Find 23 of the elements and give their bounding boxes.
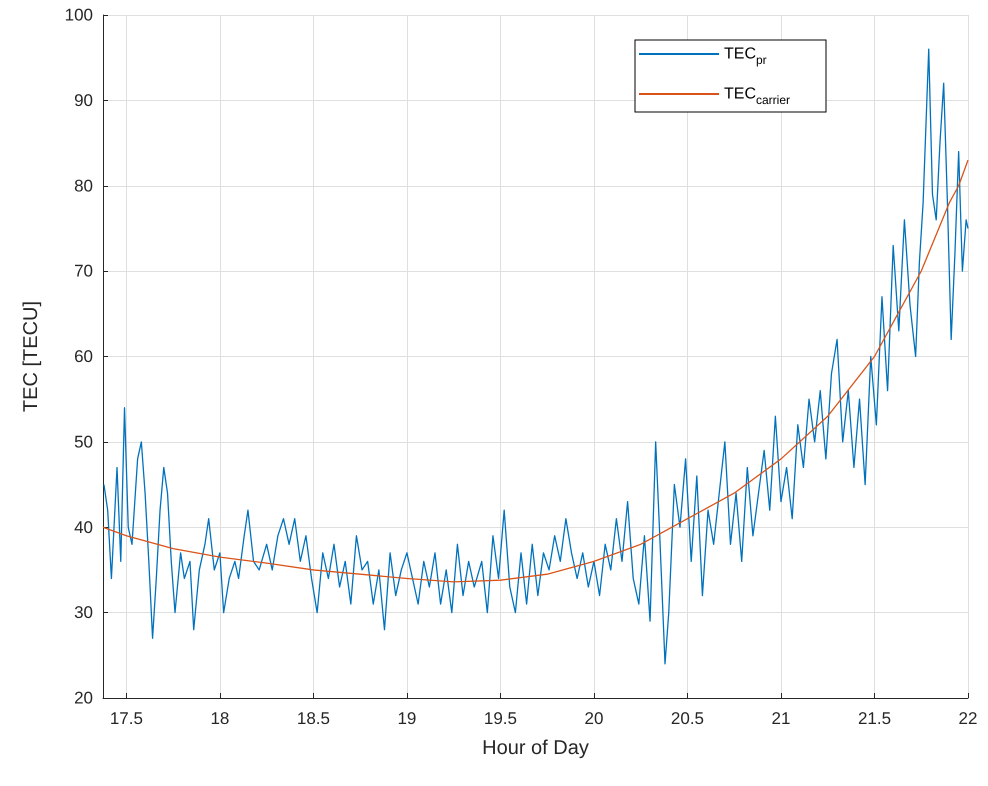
x-tick-label: 22 — [958, 709, 978, 728]
y-tick-label: 40 — [74, 518, 93, 537]
x-axis-title: Hour of Day — [482, 737, 589, 759]
y-tick-label: 20 — [74, 688, 93, 708]
y-tick-label: 50 — [74, 432, 93, 452]
line-series — [102, 159, 969, 583]
y-tick-label: 60 — [74, 347, 93, 366]
y-tick-label: 70 — [74, 262, 93, 281]
x-tick-label: 19 — [397, 709, 416, 728]
y-tick-label: 30 — [74, 603, 93, 622]
x-tick-label: 17.5 — [110, 709, 143, 728]
line-series — [103, 48, 969, 664]
x-tick-label: 19.5 — [484, 709, 517, 728]
x-tick-label: 20 — [584, 709, 604, 728]
y-tick-label: 100 — [64, 6, 93, 24]
y-tick-label: 80 — [74, 176, 93, 196]
x-tick-label: 20.5 — [670, 709, 704, 728]
x-tick-label: 21 — [772, 709, 790, 728]
y-tick-label: 90 — [74, 90, 93, 110]
x-tick-label: 18.5 — [296, 709, 330, 728]
x-tick-label: 21.5 — [858, 709, 892, 728]
x-tick-label: 18 — [210, 709, 230, 728]
y-axis-title: TEC [TECU] — [20, 300, 42, 412]
